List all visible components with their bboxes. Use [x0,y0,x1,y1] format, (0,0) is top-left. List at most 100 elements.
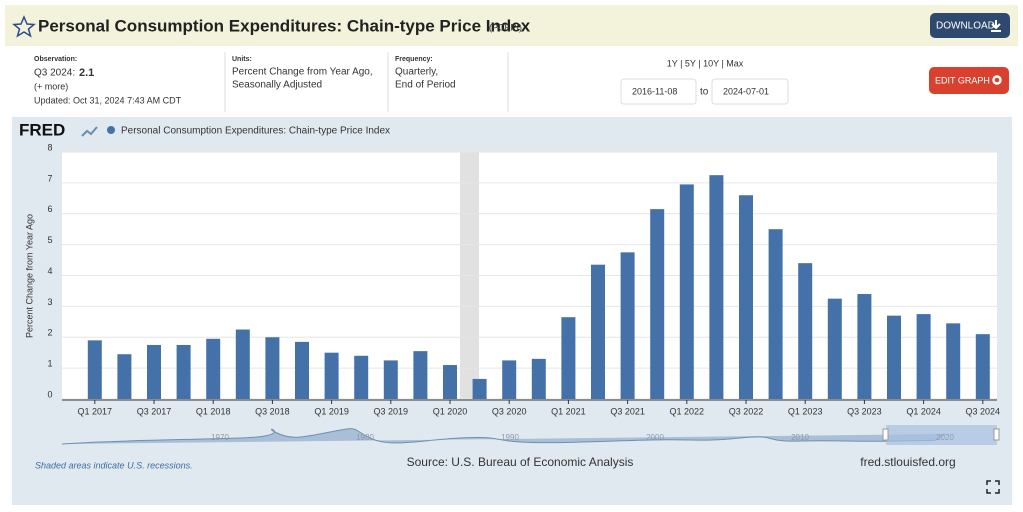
legend-label: Personal Consumption Expenditures: Chain… [121,126,390,137]
units-line: Percent Change from Year Ago, [232,67,373,78]
x-tick-label: Q1 2023 [788,406,823,416]
navigator-label: 2000 [646,433,664,442]
bar [472,378,487,399]
observation-value: 2.1 [79,67,94,79]
bar [295,341,309,399]
y-tick-label: 6 [47,204,52,214]
navigator-label: 2020 [936,433,954,442]
bar [354,355,369,399]
frequency-heading: Frequency: [395,56,433,63]
x-tick-label: Q1 2020 [433,406,468,416]
y-tick-label: 4 [47,266,52,276]
x-tick-label: Q1 2018 [196,406,231,416]
x-tick-label: Q1 2021 [551,406,586,416]
bar [413,351,428,399]
bar [235,329,250,399]
series-code: (PCEPI) [489,22,522,32]
units-line: Seasonally Adjusted [232,80,322,91]
gear-icon [992,75,1002,85]
bar [383,360,398,399]
download-button[interactable] [930,13,1010,38]
navigator-series [61,428,946,445]
y-axis-label: Percent Change from Year Ago [24,214,34,338]
source: Source: U.S. Bureau of Economic Analysis [407,455,634,469]
bar [857,294,872,399]
to-label: to [700,87,709,98]
navigator-label: 2010 [791,433,809,442]
bar [975,334,990,399]
bar [591,264,605,399]
fullscreen-icon[interactable] [986,480,1000,494]
recession-note: Shaded areas indicate U.S. recessions. [35,460,193,470]
x-tick-label: Q1 2017 [78,406,113,416]
units-heading: Units: [232,56,252,63]
navigator-label: 1980 [356,433,374,442]
y-tick-label: 5 [47,235,52,245]
navigator-handle[interactable] [993,428,1000,441]
x-tick-label: Q1 2022 [670,406,705,416]
x-tick-label: Q3 2019 [374,406,409,416]
updated: Updated: Oct 31, 2024 7:43 AM CDT [34,95,182,105]
bar [650,209,665,399]
end-date-input[interactable] [711,78,789,105]
header-bar [5,5,1018,46]
favorite-star[interactable] [12,15,36,38]
start-date-input[interactable] [620,78,697,105]
bar [147,344,161,399]
bar [531,358,546,399]
y-tick-label: 8 [47,142,52,152]
bar [87,340,102,399]
more-link[interactable]: (+ more) [34,81,68,91]
bar [620,252,635,399]
logo-icon [81,126,98,137]
y-tick-label: 0 [47,389,52,399]
x-tick-label: Q1 2019 [314,406,349,416]
bar [561,317,576,399]
edit-graph-label: EDIT GRAPH [935,75,990,85]
bar [709,175,724,399]
bar [946,323,961,399]
end-date: 2024-07-01 [723,86,769,96]
observation-label: Q3 2024: [34,68,75,79]
edit-graph-button[interactable] [929,67,1009,94]
navigator-label: 1970 [211,433,229,442]
y-tick-label: 1 [47,359,52,369]
bar [502,360,517,399]
x-tick-label: Q3 2023 [847,406,882,416]
x-tick-label: Q3 2021 [610,406,645,416]
y-tick-label: 7 [47,173,52,183]
download-label: DOWNLOAD [936,21,995,32]
frequency-line: Quarterly, [395,67,438,78]
bar [324,352,339,399]
frequency-line: End of Period [395,80,456,91]
page-title: Personal Consumption Expenditures: Chain… [38,16,531,35]
x-tick-label: Q3 2018 [255,406,290,416]
navigator-handle[interactable] [882,428,889,441]
bar [117,354,132,399]
navigator-label: 1990 [501,433,519,442]
y-tick-label: 3 [47,297,52,307]
bar [827,298,842,399]
y-tick-label: 2 [47,328,52,338]
start-date: 2016-11-08 [632,86,677,96]
download-icon [991,20,1001,32]
range-buttons[interactable]: 1Y | 5Y | 10Y | Max [667,58,744,68]
x-tick-label: Q3 2024 [966,406,1001,416]
bar [798,263,813,399]
bar [679,184,694,399]
navigator-selection[interactable] [886,425,997,445]
x-tick-label: Q3 2017 [137,406,172,416]
bar [768,229,783,399]
x-tick-label: Q1 2024 [906,406,941,416]
legend-marker [107,126,115,134]
x-tick-label: Q3 2022 [729,406,764,416]
bar [265,337,280,399]
bar [176,344,191,399]
fred-logo: FRED [19,120,65,139]
bar [206,338,221,399]
bar [739,195,753,399]
site: fred.stlouisfed.org [860,455,955,469]
bar [443,365,457,399]
